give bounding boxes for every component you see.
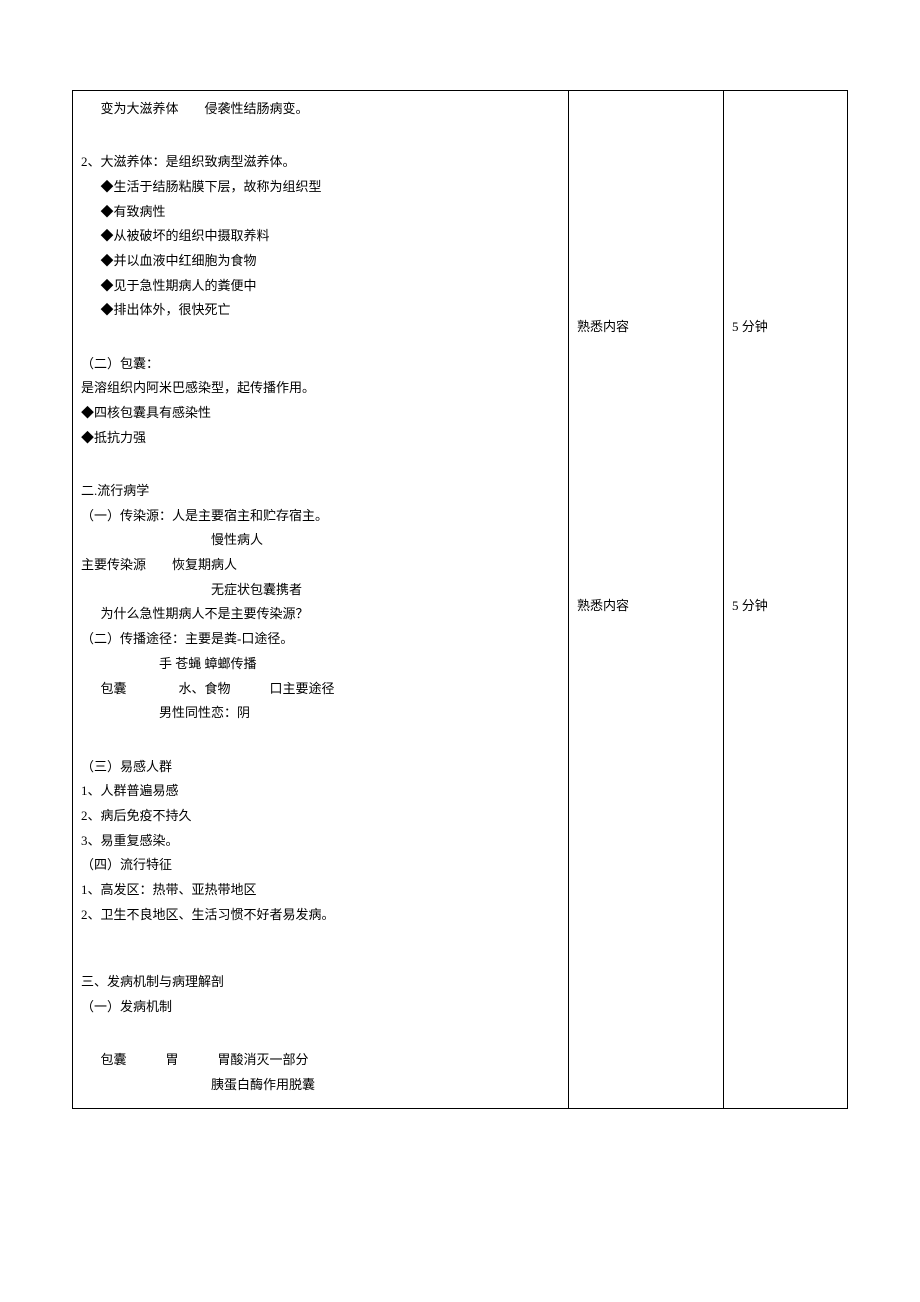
section-2-title: 2、大滋养体：是组织致病型滋养体。: [81, 150, 560, 175]
bullet-item: ◆四核包囊具有感染性: [81, 401, 560, 426]
epi-route-title: （二）传播途径：主要是粪-口途径。: [81, 627, 560, 652]
content-line: 包囊 水、食物 口主要途径: [81, 677, 560, 702]
time-label: 5 分钟: [732, 97, 839, 340]
note-cell: 熟悉内容 熟悉内容: [569, 91, 724, 1109]
epidemiology-title: 二.流行病学: [81, 479, 560, 504]
content-cell: 变为大滋养体 侵袭性结肠病变。 2、大滋养体：是组织致病型滋养体。 ◆生活于结肠…: [73, 91, 569, 1109]
time-label: 5 分钟: [732, 594, 839, 619]
bullet-item: ◆排出体外，很快死亡: [81, 298, 560, 323]
content-line: 包囊 胃 胃酸消灭一部分: [81, 1048, 560, 1073]
content-line: 慢性病人: [81, 528, 560, 553]
content-line: 手 苍蝇 蟑螂传播: [81, 652, 560, 677]
lecture-page-table: 变为大滋养体 侵袭性结肠病变。 2、大滋养体：是组织致病型滋养体。 ◆生活于结肠…: [72, 90, 848, 1109]
list-item: 3、易重复感染。: [81, 829, 560, 854]
content-question: 为什么急性期病人不是主要传染源？: [81, 602, 560, 627]
bullet-item: ◆见于急性期病人的粪便中: [81, 274, 560, 299]
bullet-item: ◆从被破坏的组织中摄取养料: [81, 224, 560, 249]
content-line: 胰蛋白酶作用脱囊: [81, 1073, 560, 1098]
list-item: 1、人群普遍易感: [81, 779, 560, 804]
list-item: 1、高发区：热带、亚热带地区: [81, 878, 560, 903]
epi-susc-title: （三）易感人群: [81, 755, 560, 780]
time-cell: 5 分钟 5 分钟: [724, 91, 848, 1109]
epi-source-title: （一）传染源：人是主要宿主和贮存宿主。: [81, 504, 560, 529]
bullet-item: ◆抵抗力强: [81, 426, 560, 451]
content-line: 男性同性恋：阴: [81, 701, 560, 726]
note-label: 熟悉内容: [577, 594, 715, 619]
content-line: 变为大滋养体 侵袭性结肠病变。: [81, 97, 560, 122]
list-item: 2、卫生不良地区、生活习惯不好者易发病。: [81, 903, 560, 928]
bullet-item: ◆并以血液中红细胞为食物: [81, 249, 560, 274]
content-line: 无症状包囊携者: [81, 578, 560, 603]
list-item: 2、病后免疫不持久: [81, 804, 560, 829]
pathogenesis-subtitle: （一）发病机制: [81, 995, 560, 1020]
cyst-desc: 是溶组织内阿米巴感染型，起传播作用。: [81, 376, 560, 401]
cyst-title: （二）包囊：: [81, 352, 560, 377]
note-label: 熟悉内容: [577, 97, 715, 340]
pathogenesis-title: 三、发病机制与病理解剖: [81, 970, 560, 995]
table-row: 变为大滋养体 侵袭性结肠病变。 2、大滋养体：是组织致病型滋养体。 ◆生活于结肠…: [73, 91, 848, 1109]
epi-feat-title: （四）流行特征: [81, 853, 560, 878]
bullet-item: ◆有致病性: [81, 200, 560, 225]
bullet-item: ◆生活于结肠粘膜下层，故称为组织型: [81, 175, 560, 200]
content-line: 主要传染源 恢复期病人: [81, 553, 560, 578]
